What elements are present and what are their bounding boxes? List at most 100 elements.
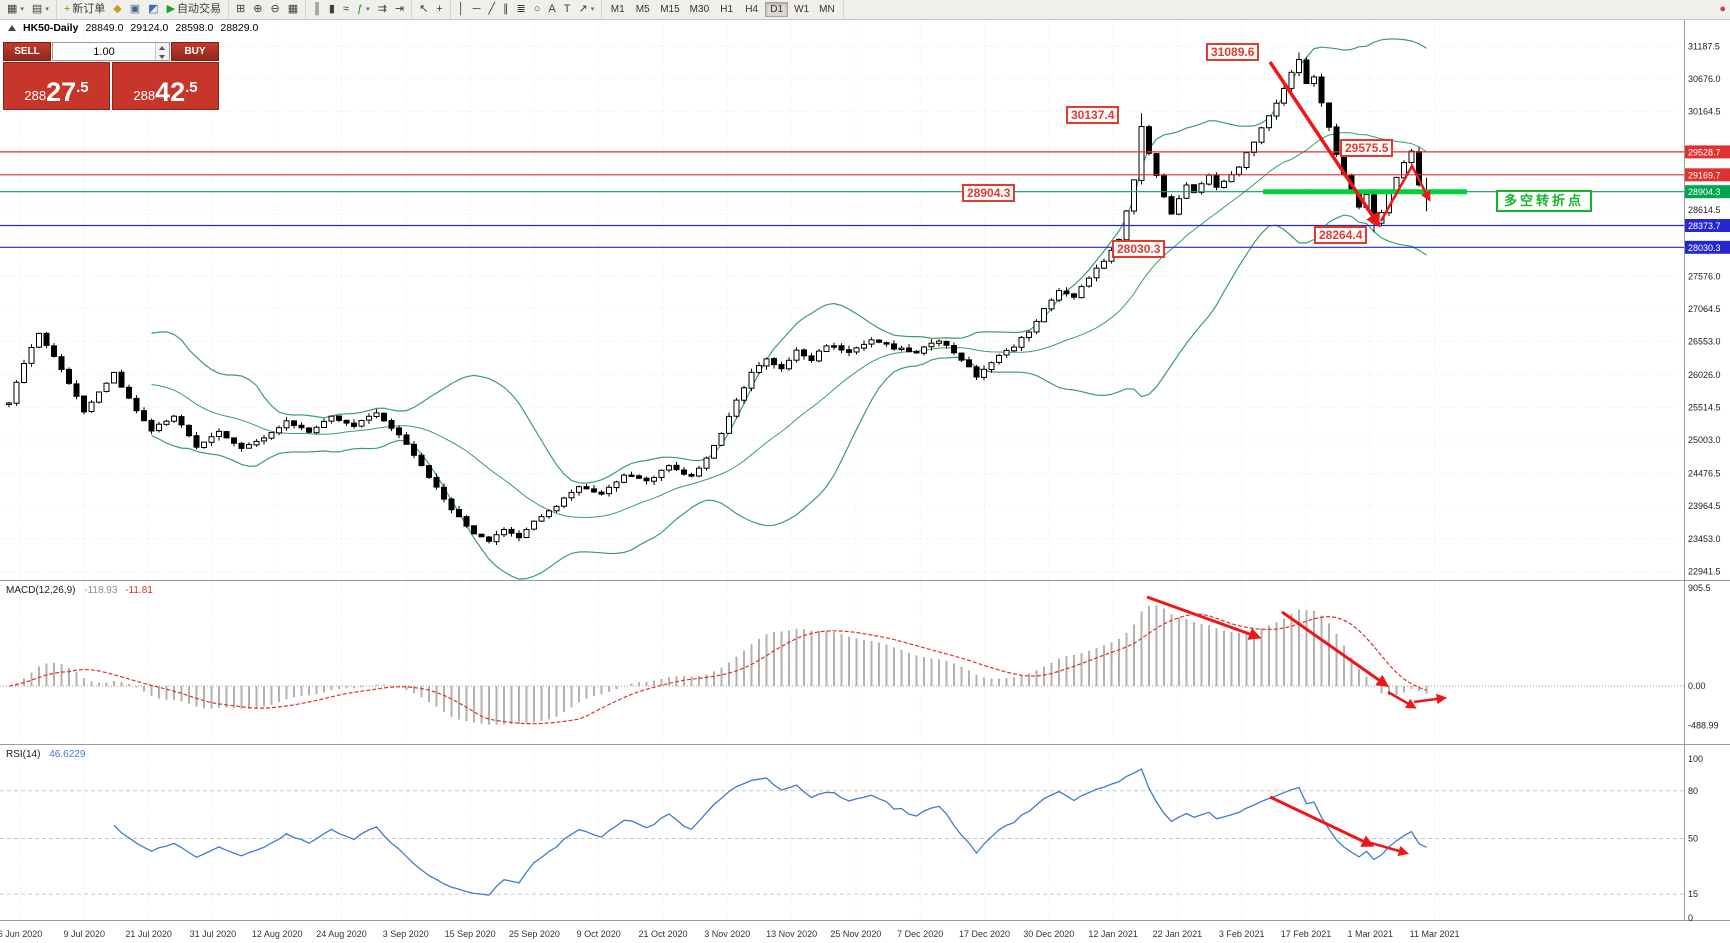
svg-text:31187.5: 31187.5 bbox=[1688, 41, 1720, 51]
svg-text:80: 80 bbox=[1688, 786, 1698, 796]
svg-text:17 Dec 2020: 17 Dec 2020 bbox=[959, 929, 1010, 939]
community-icon[interactable]: ● bbox=[1716, 2, 1729, 17]
metaeditor-icon: ◆ bbox=[113, 3, 122, 15]
chart-price-label[interactable]: 28904.3 bbox=[962, 184, 1016, 202]
volume-spin-buttons[interactable] bbox=[155, 43, 169, 60]
fibonacci-button[interactable]: ≣ bbox=[514, 2, 529, 17]
buy-button[interactable]: BUY bbox=[171, 42, 219, 61]
svg-text:100: 100 bbox=[1688, 754, 1703, 764]
autotrading-button[interactable]: ▶ 自动交易 bbox=[164, 2, 224, 17]
toolbar-group: │ ─ ╱ ∥ ≣ ○ A T ↗ ▾ bbox=[451, 0, 603, 19]
profiles-icon: ▤ bbox=[31, 3, 43, 15]
trend-arrow[interactable] bbox=[1413, 693, 1448, 705]
timeframe-m1-button[interactable]: M1 bbox=[606, 2, 629, 17]
zoom-out-button[interactable]: ⊖ bbox=[267, 2, 282, 17]
timeframe-h4-button[interactable]: H4 bbox=[740, 2, 763, 17]
trendline-icon: ╱ bbox=[488, 3, 496, 15]
timeframe-toolbar: M1 M5 M15 M30 H1 H4 D1 W1 MN bbox=[602, 0, 844, 19]
grid-icon: ▦ bbox=[287, 3, 299, 15]
svg-text:21 Oct 2020: 21 Oct 2020 bbox=[638, 929, 687, 939]
tile-windows-button[interactable]: ⊞ bbox=[233, 2, 248, 17]
trend-arrow[interactable] bbox=[1268, 61, 1381, 228]
trend-arrow[interactable] bbox=[1281, 610, 1390, 688]
auto-scroll-button[interactable]: ⇉ bbox=[375, 2, 390, 17]
chart-background bbox=[0, 18, 1730, 943]
spin-down-icon[interactable] bbox=[156, 52, 169, 61]
fibonacci-icon: ≣ bbox=[516, 3, 526, 15]
bar-chart-button[interactable]: ║ bbox=[310, 2, 324, 17]
new-chart-button[interactable]: ▦ ▾ bbox=[4, 2, 27, 17]
timeframe-w1-button[interactable]: W1 bbox=[790, 2, 813, 17]
shapes-icon: ○ bbox=[533, 3, 541, 15]
svg-text:28904.3: 28904.3 bbox=[1688, 187, 1721, 197]
timeframe-mn-button[interactable]: MN bbox=[815, 2, 839, 17]
navigator-button[interactable]: ◩ bbox=[145, 2, 161, 17]
channel-button[interactable]: ∥ bbox=[500, 2, 512, 17]
horizontal-line-button[interactable]: ─ bbox=[470, 2, 484, 17]
timeframe-h1-button[interactable]: H1 bbox=[715, 2, 738, 17]
arrows-button[interactable]: ↗ ▾ bbox=[575, 2, 597, 17]
macd-pane bbox=[0, 605, 1684, 725]
chart-price-label[interactable]: 28264.4 bbox=[1314, 226, 1368, 244]
trend-arrow[interactable] bbox=[1269, 795, 1375, 847]
chart-price-label[interactable]: 30137.4 bbox=[1066, 106, 1120, 124]
svg-text:0: 0 bbox=[1688, 913, 1693, 923]
svg-text:15 Sep 2020: 15 Sep 2020 bbox=[445, 929, 496, 939]
shapes-button[interactable]: ○ bbox=[531, 2, 544, 17]
cursor-button[interactable]: ↖ bbox=[416, 2, 431, 17]
rsi-line bbox=[113, 768, 1427, 896]
chart-price-label[interactable]: 29575.5 bbox=[1340, 139, 1394, 157]
new-chart-icon: ▦ bbox=[7, 3, 18, 15]
horizontal-levels bbox=[0, 151, 1684, 248]
timeframe-m5-button[interactable]: M5 bbox=[631, 2, 654, 17]
chart-symbol-icon bbox=[8, 25, 16, 31]
svg-text:23453.0: 23453.0 bbox=[1688, 534, 1721, 544]
profiles-button[interactable]: ▤ ▾ bbox=[29, 2, 52, 17]
metaeditor-button[interactable]: ◆ bbox=[110, 2, 124, 17]
chart-symbol: HK50-Daily bbox=[23, 22, 79, 34]
new-order-button[interactable]: + 新订单 bbox=[61, 2, 108, 17]
candlestick-chart-icon: ▮ bbox=[328, 3, 335, 15]
chart-price-label[interactable]: 31089.6 bbox=[1206, 43, 1260, 61]
arrows-icon: ↗ bbox=[578, 3, 588, 15]
timeframe-m30-button[interactable]: M30 bbox=[686, 2, 713, 17]
trend-arrow[interactable] bbox=[1379, 163, 1431, 222]
svg-text:6 Jun 2020: 6 Jun 2020 bbox=[0, 929, 42, 939]
svg-text:25 Nov 2020: 25 Nov 2020 bbox=[830, 929, 881, 939]
crosshair-button[interactable]: + bbox=[433, 2, 445, 17]
timeframe-d1-button[interactable]: D1 bbox=[765, 2, 789, 17]
text-label-button[interactable]: T bbox=[561, 2, 574, 17]
volume-input[interactable] bbox=[53, 43, 155, 60]
crosshair-icon: + bbox=[436, 3, 443, 15]
auto-scroll-icon: ⇉ bbox=[377, 3, 387, 15]
trend-arrow[interactable] bbox=[1370, 841, 1410, 857]
svg-text:3 Feb 2021: 3 Feb 2021 bbox=[1219, 929, 1265, 939]
macd-indicator-label: MACD(12,26,9) -118.93 -11.81 bbox=[6, 585, 153, 596]
trend-arrow[interactable] bbox=[1387, 690, 1417, 709]
grid-button[interactable]: ▦ bbox=[285, 2, 301, 17]
svg-text:9 Jul 2020: 9 Jul 2020 bbox=[64, 929, 106, 939]
buy-price[interactable]: 288 42.5 bbox=[112, 62, 219, 110]
sell-button[interactable]: SELL bbox=[3, 42, 51, 61]
trendline-button[interactable]: ╱ bbox=[485, 2, 498, 17]
line-chart-button[interactable]: ≈ bbox=[340, 2, 352, 17]
svg-text:12 Jan 2021: 12 Jan 2021 bbox=[1088, 929, 1138, 939]
chart-price-label[interactable]: 28030.3 bbox=[1112, 240, 1166, 258]
community-icon: ● bbox=[1719, 3, 1726, 15]
svg-text:26026.0: 26026.0 bbox=[1688, 370, 1721, 380]
data-window-button[interactable]: ▣ bbox=[127, 2, 143, 17]
chart-shift-button[interactable]: ⇥ bbox=[392, 2, 407, 17]
vertical-line-button[interactable]: │ bbox=[455, 2, 468, 17]
spin-up-icon[interactable] bbox=[156, 43, 169, 52]
chart-note-label[interactable]: 多空转折点 bbox=[1496, 190, 1593, 212]
sell-price[interactable]: 288 27.5 bbox=[3, 62, 110, 110]
zoom-in-button[interactable]: ⊕ bbox=[250, 2, 265, 17]
indicators-button[interactable]: ƒ ▾ bbox=[354, 2, 373, 17]
timeframe-m15-button[interactable]: M15 bbox=[656, 2, 683, 17]
text-button[interactable]: A bbox=[545, 2, 558, 17]
trend-arrow[interactable] bbox=[1146, 595, 1262, 640]
candlestick-chart-button[interactable]: ▮ bbox=[326, 2, 338, 17]
autotrading-icon: ▶ bbox=[166, 3, 176, 15]
toolbar-group: ▦ ▾ ▤ ▾ bbox=[0, 0, 57, 19]
